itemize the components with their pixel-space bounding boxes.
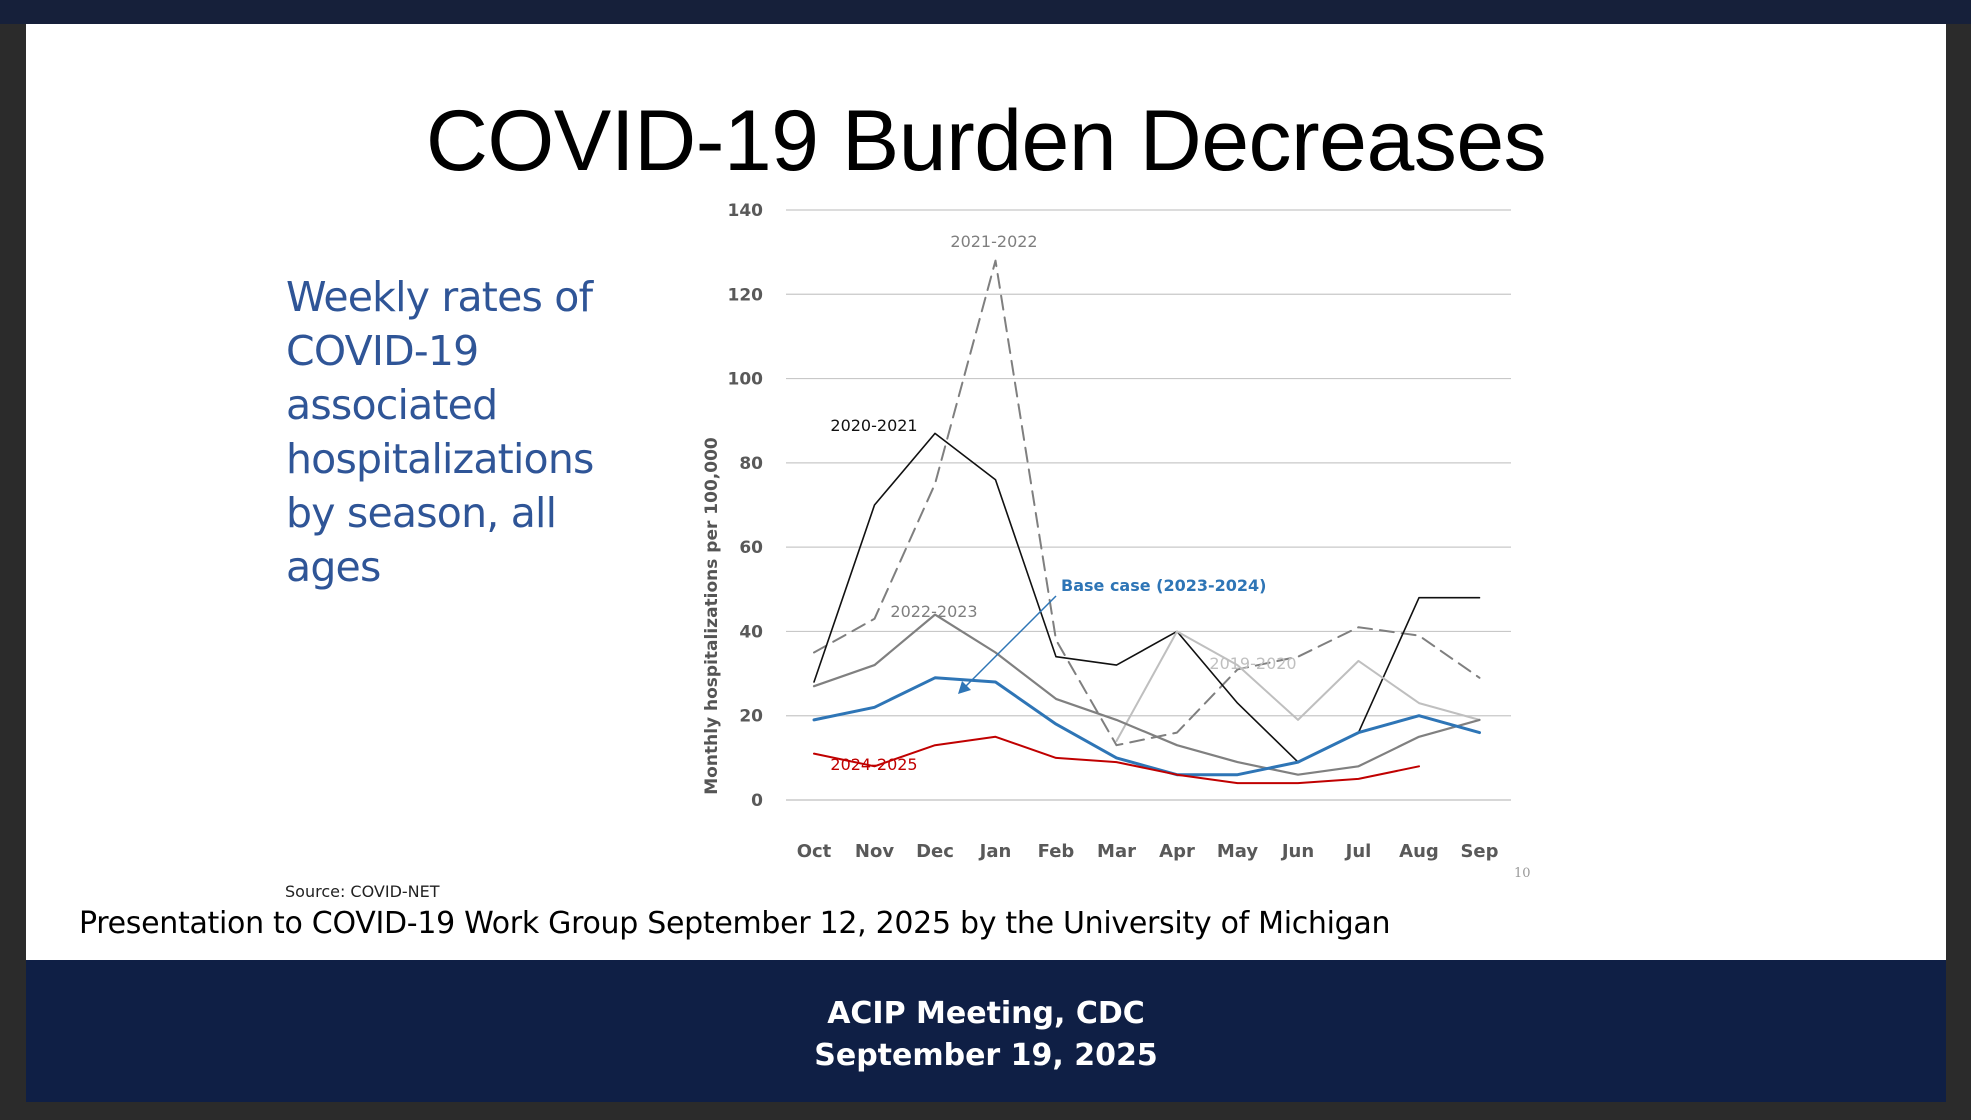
x-tick-label: Aug [1399,841,1439,862]
x-tick-label: Jun [1280,841,1314,862]
x-tick-label: Nov [855,841,894,862]
annotation-label: Base case (2023-2024) [1061,576,1267,595]
page-number: 10 [1514,866,1531,881]
annotation-label: 2024-2025 [830,755,917,774]
y-tick-label: 100 [728,370,764,390]
slide-title: COVID-19 Burden Decreases [425,93,1547,189]
annotation-label: 2019-2020 [1209,654,1296,673]
chart-grid [786,209,1511,801]
x-tick-label: Mar [1097,841,1136,862]
x-tick-label: Jul [1344,841,1372,862]
annotation-arrow-shaft [963,595,1057,689]
footer-meeting: ACIP Meeting, CDC [827,996,1145,1031]
chart-annotations: 2021-2022 2020-2021 2022-2023 2019-2020 Base… [830,232,1296,774]
y-tick-label: 20 [739,707,763,727]
y-axis-ticks: 0 20 40 60 80 100 120 140 [728,201,764,811]
bottom-bar [0,1102,1971,1120]
x-axis-ticks: Oct Nov Dec Jan Feb Mar Apr May Jun Jul Aug Sep [797,841,1499,862]
chart-series [812,259,1481,785]
annotation-arrow-head [958,681,971,694]
footer: ACIP Meeting, CDC September 19, 2025 [26,960,1946,1102]
x-tick-label: Sep [1460,841,1498,862]
series-line-base-case-2023-2024- [812,676,1481,777]
footer-date: September 19, 2025 [814,1038,1158,1073]
y-tick-label: 120 [728,285,764,305]
series-line-2020-2021 [813,432,1299,763]
y-tick-label: 40 [739,622,763,642]
x-tick-label: Oct [797,841,832,862]
annotation-label: 2020-2021 [830,416,917,435]
annotation-label: 2022-2023 [890,602,977,621]
series-line-2022-2023 [812,613,1481,776]
series-line-2019-2020 [1115,630,1481,742]
annotation-label: 2021-2022 [950,232,1037,251]
presentation-note: Presentation to COVID-19 Work Group Sept… [79,906,1391,941]
x-tick-label: Dec [916,841,954,862]
series-line-2024-2025 [813,735,1420,785]
y-tick-label: 60 [739,538,763,558]
x-tick-label: Jan [978,841,1012,862]
line-chart: 0 20 40 60 80 100 120 140 Oct Nov Dec Jan Feb Mar Apr… [702,201,1511,862]
y-tick-label: 80 [739,454,763,474]
y-tick-label: 0 [751,791,763,811]
series-line-2020-2021-jul-sep- [1357,596,1481,734]
series-line-2021-2022 [813,259,1481,747]
x-tick-label: May [1217,841,1259,862]
source-note: Source: COVID-NET [285,882,440,901]
y-axis-label: Monthly hospitalizations per 100,000 [702,437,722,795]
y-tick-label: 140 [728,201,764,221]
top-bar [0,0,1971,24]
x-tick-label: Feb [1038,841,1075,862]
x-tick-label: Apr [1159,841,1195,862]
side-description: Weekly rates of COVID-19 associated hosp… [286,273,594,591]
slide: COVID-19 Burden Decreases Weekly rates o… [26,24,1946,960]
